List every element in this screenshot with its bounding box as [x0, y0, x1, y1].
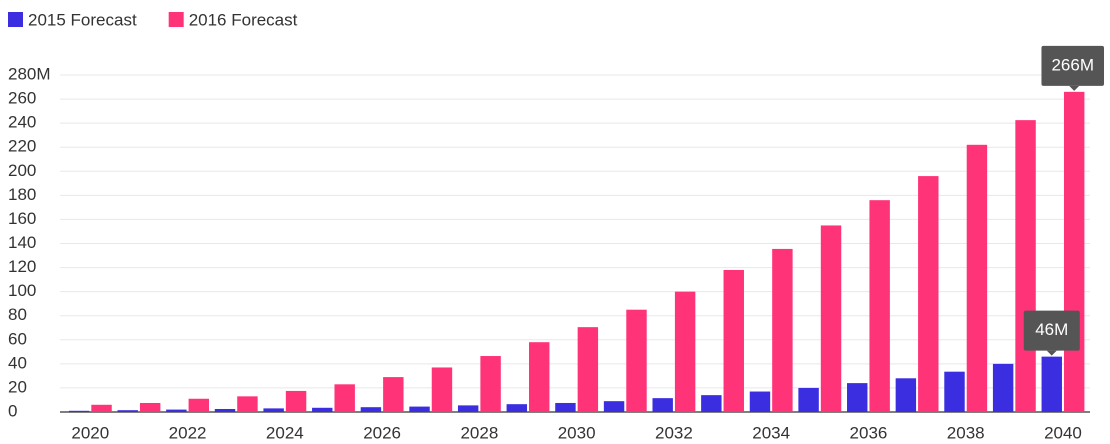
y-tick-label: 0 [8, 401, 17, 420]
bar [701, 395, 722, 412]
bar [1063, 91, 1085, 412]
tooltip-box [1023, 310, 1080, 351]
bar [577, 327, 599, 412]
y-tick-label: 80 [8, 305, 27, 324]
bar [847, 383, 868, 412]
tooltip-pointer [1046, 350, 1057, 356]
y-tick-label: 120 [8, 257, 36, 276]
x-tick-label: 2030 [558, 423, 596, 442]
bar [992, 363, 1014, 412]
x-tick-label: 2032 [655, 423, 693, 442]
bar [869, 200, 890, 412]
bar [237, 396, 258, 412]
bar [188, 398, 210, 412]
x-tick-label: 2020 [71, 423, 109, 442]
x-tick-label: 2024 [266, 423, 304, 442]
bar [457, 405, 479, 412]
bar [409, 406, 430, 412]
bar [431, 367, 453, 412]
y-tick-label: 60 [8, 329, 27, 348]
legend-swatch [168, 12, 184, 27]
bar [1041, 356, 1062, 412]
x-tick-label: 2022 [169, 423, 207, 442]
bar [1015, 120, 1036, 413]
y-tick-label: 180 [8, 185, 36, 204]
bar [506, 404, 528, 412]
bar [263, 408, 284, 412]
legend-swatch [8, 12, 23, 27]
x-tick-label: 2040 [1044, 423, 1082, 442]
tooltip: 46M [1023, 310, 1080, 356]
bar [772, 248, 793, 412]
bar [603, 401, 625, 412]
y-tick-label: 160 [8, 209, 36, 228]
y-tick-label: 220 [8, 137, 36, 156]
bar [214, 408, 236, 412]
bar [529, 342, 550, 412]
bar [820, 225, 842, 412]
legend-label: 2016 Forecast [189, 10, 298, 29]
bar [895, 378, 917, 412]
bar [68, 410, 90, 412]
bar [166, 409, 187, 412]
bar [798, 387, 819, 412]
bar [626, 309, 647, 412]
bar [555, 402, 576, 412]
tooltip-box [1041, 45, 1104, 86]
x-tick-label: 2028 [460, 423, 498, 442]
bar [480, 356, 501, 412]
x-tick-label: 2026 [363, 423, 401, 442]
bar [139, 402, 161, 412]
tooltip-label: 46M [1035, 320, 1068, 339]
tooltip: 266M [1041, 45, 1104, 91]
bar [383, 377, 404, 412]
bar [312, 407, 333, 412]
bar [749, 391, 771, 412]
y-tick-label: 240 [8, 113, 36, 132]
y-tick-label: 20 [8, 377, 27, 396]
y-tick-label: 40 [8, 353, 27, 372]
bar [285, 390, 307, 412]
bar [723, 269, 744, 412]
x-tick-label: 2038 [947, 423, 985, 442]
y-tick-label: 200 [8, 161, 36, 180]
bar [334, 384, 355, 412]
bar [117, 410, 138, 412]
bar [944, 371, 965, 412]
tooltip-label: 266M [1051, 55, 1094, 74]
bar [652, 398, 673, 412]
y-tick-label: 260 [8, 89, 36, 108]
bar [674, 291, 696, 412]
x-tick-label: 2036 [850, 423, 888, 442]
x-tick-label: 2034 [752, 423, 790, 442]
bar [91, 404, 112, 412]
tooltip-pointer [1069, 85, 1080, 91]
bar [918, 176, 939, 412]
y-tick-label: 280M [8, 64, 51, 83]
bar [360, 407, 382, 412]
legend-label: 2015 Forecast [28, 10, 137, 29]
y-tick-label: 140 [8, 233, 36, 252]
bar [966, 144, 988, 413]
y-tick-label: 100 [8, 281, 36, 300]
